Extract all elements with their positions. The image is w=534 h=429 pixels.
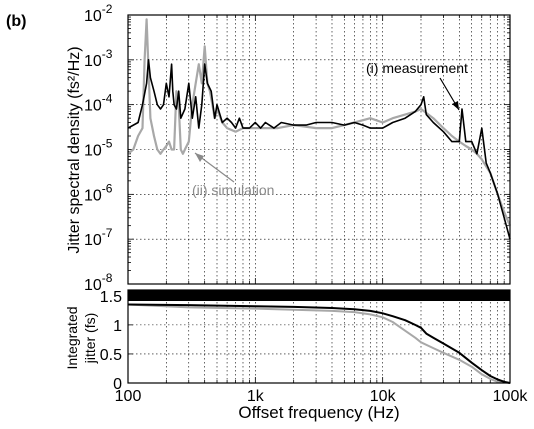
- bottom-y-tick-labels: 0 0.5 1 1.5: [100, 289, 122, 393]
- top-y-axis-label: Jitter spectral density (fs²/Hz): [66, 46, 83, 253]
- top-series: [127, 18, 512, 240]
- measurement-arrowhead: [452, 101, 459, 110]
- top-plot-frame: [127, 14, 511, 285]
- spectral-density-panel: 10-2 10-3 10-4 10-5 10-6 10-7 10-8 Jitter spec…: [66, 2, 512, 294]
- bottom-y-axis-label-line1: Integrated: [64, 306, 80, 369]
- bottom-tick-band: [128, 290, 510, 301]
- measurement-annotation: (i) measurement: [366, 60, 468, 76]
- simulation-integrated-line: [127, 303, 511, 384]
- bottom-grid: [128, 290, 510, 383]
- top-grid: [128, 15, 510, 284]
- bottom-y-tick-label: 1: [113, 318, 122, 335]
- bottom-x-tick-label: 10k: [370, 388, 397, 405]
- top-y-tick-label: 10-8: [84, 271, 113, 294]
- bottom-y-tick-label: 0: [113, 376, 122, 393]
- top-y-tick-labels: 10-2 10-3 10-4 10-5 10-6 10-7 10-8: [84, 2, 113, 294]
- top-y-tick-label: 10-6: [84, 181, 113, 204]
- bottom-y-axis-label-line2: jitter (fs): [82, 313, 98, 365]
- bottom-x-tick-label: 100k: [493, 388, 529, 405]
- bottom-plot-frame: [127, 289, 511, 384]
- x-axis-label: Offset frequency (Hz): [238, 403, 399, 422]
- top-y-tick-label: 10-5: [84, 137, 113, 160]
- measurement-integrated-line: [127, 303, 511, 384]
- bottom-series: [127, 303, 511, 384]
- bottom-x-tick-label: 100: [115, 388, 142, 405]
- top-y-tick-label: 10-7: [84, 226, 113, 249]
- bottom-y-tick-label: 0.5: [100, 347, 122, 364]
- panel-label: (b): [6, 13, 26, 30]
- bottom-x-tick-label: 1k: [247, 388, 265, 405]
- bottom-y-tick-label: 1.5: [100, 289, 122, 306]
- integrated-jitter-panel: 0 0.5 1 1.5 100 1k 10k 100k Integrated jitter …: [64, 289, 528, 422]
- simulation-arrowhead: [195, 153, 204, 162]
- measurement-line: [127, 58, 511, 240]
- top-plot-area: [128, 15, 510, 284]
- bottom-plot-area: [128, 290, 510, 383]
- top-y-tick-label: 10-3: [84, 47, 113, 70]
- top-y-tick-label: 10-4: [84, 92, 113, 115]
- bottom-x-tick-labels: 100 1k 10k 100k: [115, 388, 529, 405]
- top-y-tick-label: 10-2: [84, 2, 113, 25]
- simulation-annotation: (ii) simulation: [192, 182, 274, 198]
